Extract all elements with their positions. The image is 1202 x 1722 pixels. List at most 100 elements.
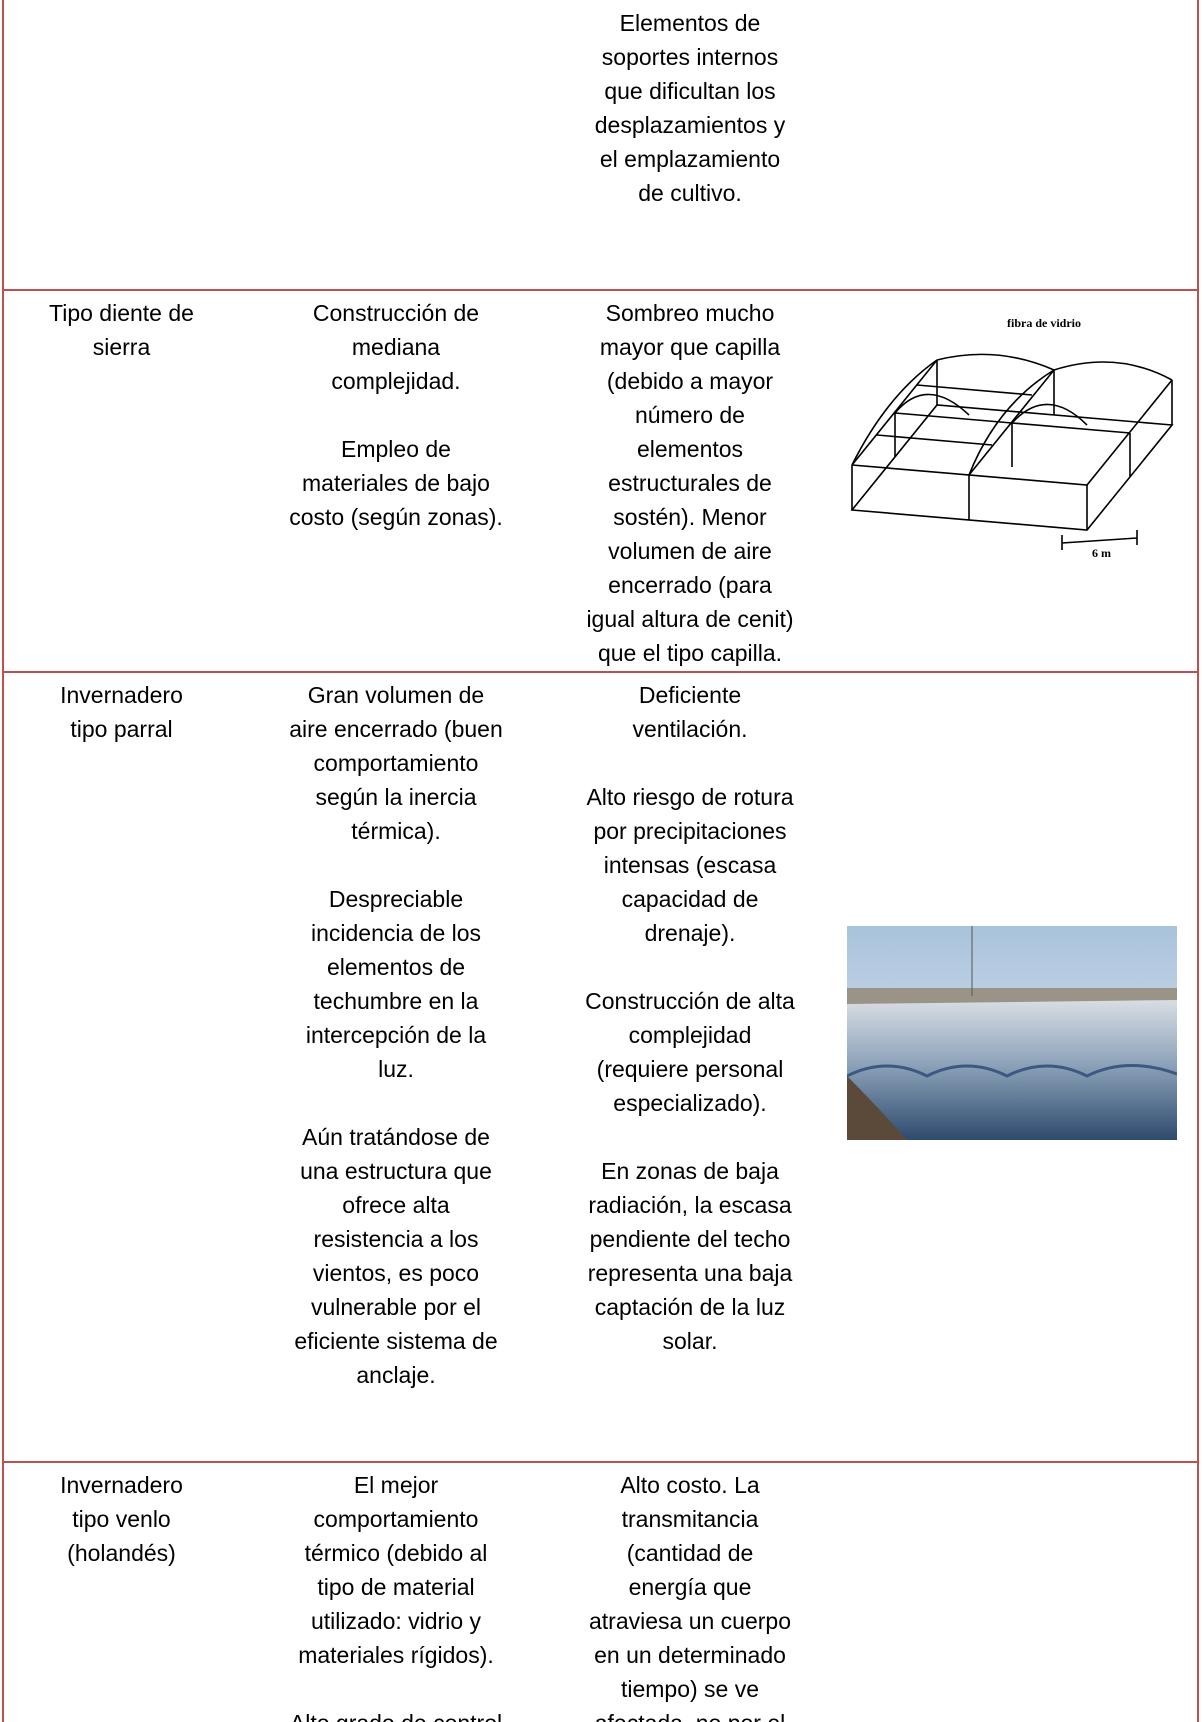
row-border [3,289,1199,291]
text-line: En zonas de baja [601,1158,779,1184]
text-line: Elementos de [619,10,761,36]
table-cell: Sombreo mucho mayor que capilla (debido a … [552,296,828,670]
text-line: ofrece alta [342,1192,450,1218]
diagram-dimension: 6 m [1092,546,1111,560]
text-line: mayor que capilla [599,334,781,360]
text-line: complejidad. [331,368,461,394]
text-line: Aún tratándose de [302,1124,490,1150]
text-line: especializado). [613,1090,767,1116]
text-line: captación de la luz [594,1294,786,1320]
text-line: incidencia de los [310,920,482,946]
text-line: térmico (debido al [304,1540,488,1566]
text-line: pendiente del techo [589,1226,791,1252]
text-line: solar. [662,1328,718,1354]
text-line: vulnerable por el [310,1294,482,1320]
text-line: afectada, no por el [552,1706,828,1722]
text-line: desplazamientos y [594,112,786,138]
paragraph-gap [552,1120,828,1154]
text-line: complejidad [628,1022,752,1048]
text-line: sierra [92,334,151,360]
text-line: resistencia a los [313,1226,479,1252]
paragraph-gap [240,848,552,882]
text-line: de cultivo. [638,180,742,206]
text-line: eficiente sistema de [294,1328,498,1354]
text-line: materiales de bajo [302,470,490,496]
text-line: radiación, la escasa [588,1192,792,1218]
text-line: (holandés) [67,1540,176,1566]
text-line: aire encerrado (buen [289,716,503,742]
text-line: soportes internos [601,44,779,70]
text-line: anclaje. [356,1362,436,1388]
text-line: el emplazamiento [599,146,781,172]
row-border [3,671,1199,673]
table-cell: El mejor comportamiento térmico (debido al… [240,1468,552,1722]
text-line: ventilación. [632,716,748,742]
text-line: térmica). [351,818,441,844]
text-line: según la inercia [315,784,477,810]
text-line: Sombreo mucho [605,300,775,326]
table-cell: Gran volumen de aire encerrado (buen compo… [240,678,552,1392]
text-line: Alto costo. La [620,1472,760,1498]
text-line: atraviesa un cuerpo [588,1608,791,1634]
text-line: costo (según zonas). [289,504,503,530]
paragraph-gap [552,746,828,780]
table-cell: Construcción de mediana complejidad. Empleo… [240,296,552,534]
text-line: Invernadero [60,1472,183,1498]
text-line: intensas (escasa [603,852,777,878]
text-line: intercepción de la [305,1022,487,1048]
text-line: (cantidad de [626,1540,754,1566]
text-line: volumen de aire [608,538,772,564]
text-line: tipo parral [70,716,173,742]
text-line: utilizado: vidrio y [310,1608,482,1634]
text-line: mediana [351,334,441,360]
text-line: representa una baja [587,1260,793,1286]
text-line: energía que [628,1574,752,1600]
text-line: elementos [636,436,744,462]
text-line: materiales rígidos). [298,1642,494,1668]
table-cell: Elementos de soportes internos que dificul… [552,6,828,210]
text-line: (requiere personal [596,1056,784,1082]
text-line: transmitancia [621,1506,759,1532]
row-border [3,1461,1199,1463]
text-line: comportamiento [313,1506,479,1532]
text-line: en un determinado [594,1642,786,1668]
text-line: estructurales de [608,470,772,496]
text-line: tipo de material [317,1574,475,1600]
text-line: tipo venlo [72,1506,171,1532]
table-cell: Invernadero tipo parral [3,678,240,746]
text-line: Empleo de [341,436,451,462]
table-cell: Alto costo. La transmitancia (cantidad de e… [552,1468,828,1722]
text-line: una estructura que [300,1158,492,1184]
text-line: encerrado (para [608,572,772,598]
text-line: Despreciable [328,886,464,912]
table-border [1197,0,1199,1722]
table-cell: Tipo diente de sierra [3,296,240,364]
greenhouse-diagram: fibra de vidrio 6 m [850,316,1174,560]
paragraph-gap [240,1672,552,1706]
text-line: Deficiente [638,682,742,708]
text-line: Gran volumen de [307,682,485,708]
table-cell: Deficiente ventilación. Alto riesgo de rot… [552,678,828,1358]
text-line: El mejor [353,1472,439,1498]
diagram-label: fibra de vidrio [1007,316,1081,330]
text-line: Construcción de alta [585,988,795,1014]
greenhouse-photo [847,926,1177,1140]
text-line: drenaje). [644,920,736,946]
text-line: sostén). Menor [613,504,767,530]
text-line: comportamiento [313,750,479,776]
text-line: Tipo diente de [49,300,194,326]
paragraph-gap [552,950,828,984]
text-line: Construcción de [312,300,480,326]
text-line: número de [635,402,745,428]
text-line: luz. [378,1056,414,1082]
text-line: elementos de [326,954,466,980]
table-border [2,0,4,1722]
text-line: Alto riesgo de rotura [586,784,794,810]
paragraph-gap [240,398,552,432]
text-line: vientos, es poco [312,1260,480,1286]
text-line: que el tipo capilla. [597,640,783,666]
text-line: Alto grado de control [240,1706,552,1722]
text-line: (debido a mayor [606,368,774,394]
text-line: por precipitaciones [593,818,787,844]
